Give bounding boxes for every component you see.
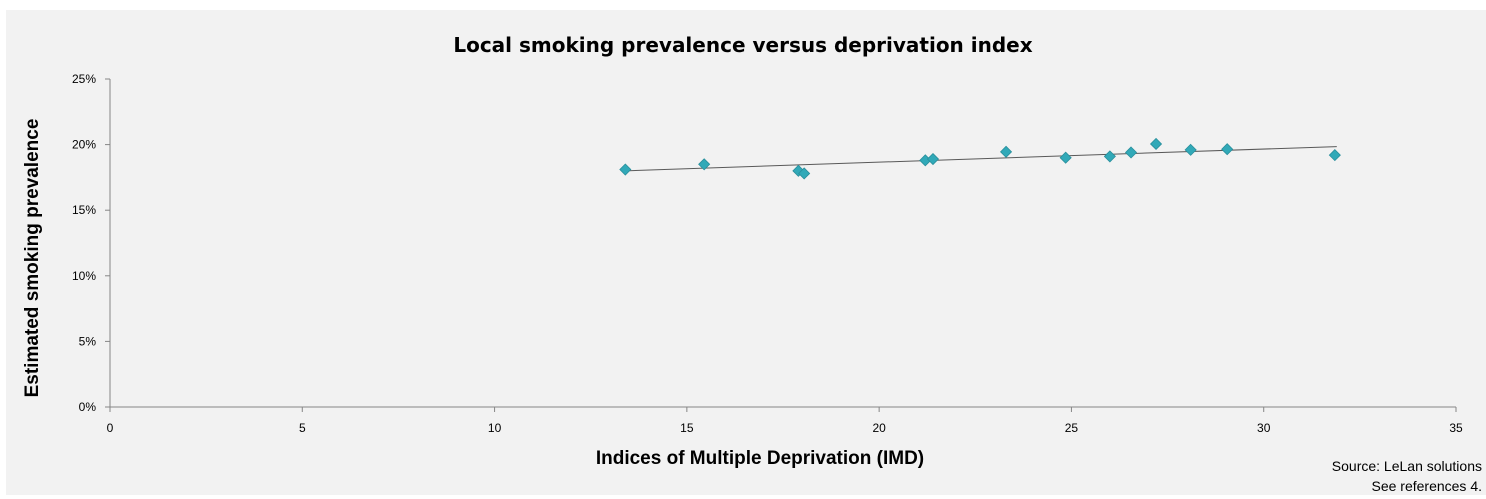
y-tick-label: 10% xyxy=(72,269,96,283)
data-point xyxy=(698,158,711,171)
x-tick-label: 15 xyxy=(680,421,694,435)
y-axis-label: Estimated smoking prevalence xyxy=(22,118,43,398)
data-point xyxy=(1328,149,1341,162)
axes: 0% 5% 10% 15% 20% 25% 0 5 10 15 20 25 30 35 xyxy=(72,72,1463,435)
data-point xyxy=(1059,151,1072,164)
references-line: See references 4. xyxy=(1371,478,1482,494)
data-point xyxy=(798,167,811,180)
data-point xyxy=(1124,146,1138,159)
y-tick-label: 25% xyxy=(72,72,96,86)
chart-title: Local smoking prevalence versus deprivat… xyxy=(453,33,1033,57)
x-tick-label: 5 xyxy=(299,421,306,435)
data-point xyxy=(1221,143,1234,156)
y-tick-label: 0% xyxy=(79,400,97,414)
x-axis-label: Indices of Multiple Deprivation (IMD) xyxy=(595,448,925,469)
data-point xyxy=(999,145,1013,158)
chart-panel xyxy=(6,10,1486,495)
x-tick-label: 0 xyxy=(107,421,114,435)
x-tick-label: 25 xyxy=(1065,421,1079,435)
trendline-group xyxy=(625,146,1337,172)
x-tick-label: 10 xyxy=(488,421,502,435)
x-tick-label: 20 xyxy=(872,421,886,435)
y-tick-label: 20% xyxy=(72,138,96,152)
data-point xyxy=(1184,143,1197,156)
x-tick-label: 30 xyxy=(1257,421,1271,435)
source-line: Source: LeLan solutions xyxy=(1331,458,1482,474)
y-tick-label: 15% xyxy=(72,203,96,217)
data-point xyxy=(619,163,632,176)
y-tick-label: 5% xyxy=(79,334,97,348)
data-point xyxy=(926,152,940,166)
data-points xyxy=(619,137,1341,180)
trendline xyxy=(625,146,1337,172)
source-note: Source: LeLan solutions See references 4… xyxy=(1332,456,1482,496)
data-point xyxy=(1149,137,1163,151)
x-tick-label: 35 xyxy=(1449,421,1463,435)
data-point xyxy=(1103,150,1116,163)
